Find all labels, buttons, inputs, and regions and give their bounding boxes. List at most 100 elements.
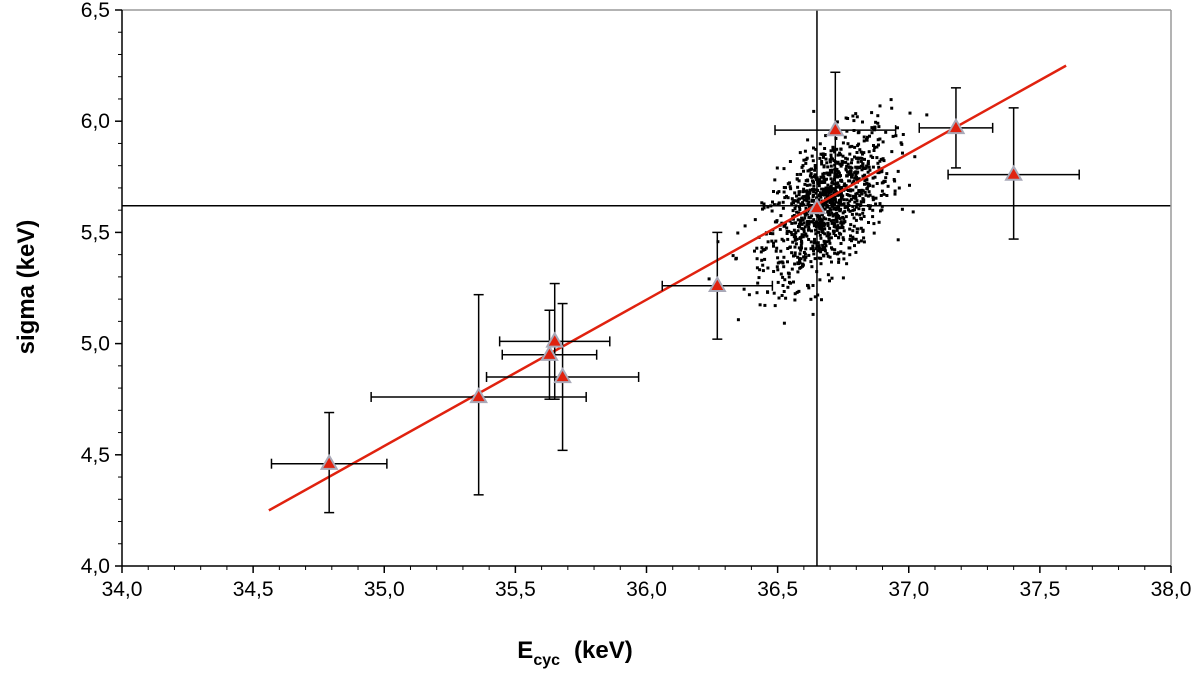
simulation-point — [859, 200, 863, 204]
simulation-point — [876, 138, 880, 142]
simulation-point — [866, 135, 869, 139]
simulation-point — [839, 191, 843, 195]
simulation-point — [792, 199, 796, 203]
simulation-point — [790, 251, 794, 255]
simulation-point — [841, 154, 845, 158]
simulation-point — [827, 217, 831, 221]
simulation-point — [848, 246, 852, 250]
simulation-point — [824, 217, 827, 221]
simulation-point — [804, 255, 808, 259]
simulation-point — [796, 198, 800, 202]
simulation-point — [830, 211, 834, 215]
simulation-point — [797, 193, 801, 197]
simulation-point — [801, 164, 805, 168]
simulation-point — [758, 303, 762, 307]
simulation-point — [852, 119, 856, 123]
simulation-point — [848, 227, 852, 231]
simulation-point — [823, 147, 827, 150]
simulation-point — [836, 160, 840, 164]
simulation-point — [855, 199, 859, 203]
simulation-point — [793, 245, 797, 249]
simulation-point — [838, 198, 842, 202]
simulation-point — [776, 268, 780, 272]
simulation-point — [818, 278, 822, 282]
simulation-point — [835, 167, 839, 171]
simulation-point — [820, 187, 824, 191]
simulation-point — [827, 233, 831, 237]
simulation-point — [771, 232, 775, 236]
simulation-point — [816, 223, 820, 227]
simulation-point — [747, 293, 751, 297]
simulation-point — [793, 262, 797, 266]
simulation-point — [807, 286, 811, 290]
simulation-point — [849, 197, 853, 201]
x-tick-label: 34,5 — [233, 578, 274, 601]
simulation-point — [817, 198, 821, 202]
simulation-point — [827, 210, 831, 213]
simulation-point — [866, 159, 870, 163]
simulation-point — [876, 114, 880, 118]
simulation-point — [786, 196, 790, 200]
simulation-point — [857, 190, 861, 194]
simulation-point — [846, 162, 850, 166]
simulation-point — [851, 204, 855, 208]
simulation-point — [845, 164, 849, 168]
simulation-point — [786, 260, 789, 264]
simulation-point — [755, 246, 759, 250]
simulation-point — [891, 134, 895, 138]
simulation-point — [851, 114, 855, 118]
simulation-point — [874, 196, 878, 200]
simulation-point — [875, 145, 879, 149]
simulation-point — [855, 115, 859, 119]
simulation-point — [831, 198, 835, 202]
simulation-point — [828, 255, 832, 259]
simulation-point — [832, 232, 836, 236]
simulation-point — [798, 151, 802, 155]
simulation-point — [878, 202, 882, 206]
simulation-point — [863, 182, 866, 186]
simulation-point — [830, 246, 833, 250]
simulation-point — [783, 278, 787, 282]
x-axis-title-subscript: cyc — [533, 652, 560, 669]
simulation-point — [801, 262, 805, 266]
simulation-point — [838, 151, 842, 155]
simulation-point — [793, 238, 797, 242]
simulation-point — [813, 240, 817, 244]
simulation-point — [826, 186, 830, 190]
simulation-point — [797, 225, 800, 228]
simulation-point — [829, 219, 833, 223]
simulation-point — [842, 238, 846, 242]
simulation-point — [847, 172, 851, 176]
simulation-point — [836, 224, 840, 228]
simulation-point — [793, 253, 797, 257]
simulation-point — [783, 222, 787, 226]
simulation-point — [841, 236, 845, 240]
simulation-point — [830, 180, 834, 184]
simulation-point — [810, 229, 813, 233]
data-points — [319, 117, 1023, 470]
simulation-point — [852, 196, 856, 200]
simulation-point — [791, 217, 795, 221]
simulation-point — [818, 180, 821, 184]
simulation-point — [853, 200, 857, 204]
simulation-point — [829, 149, 833, 153]
simulation-point — [821, 248, 824, 252]
simulation-point — [788, 280, 791, 284]
simulation-point — [819, 175, 823, 179]
simulation-point — [795, 237, 799, 241]
simulation-point — [854, 218, 858, 222]
simulation-point — [817, 182, 821, 185]
simulation-point — [833, 195, 837, 199]
simulation-point — [818, 191, 822, 195]
simulation-point — [825, 240, 829, 244]
simulation-point — [770, 209, 774, 213]
simulation-point — [800, 165, 804, 169]
data-point-triangle — [319, 453, 339, 470]
simulation-point — [835, 226, 839, 230]
simulation-point — [802, 203, 806, 207]
simulation-point — [826, 205, 830, 209]
simulation-point — [843, 206, 847, 210]
simulation-point — [782, 167, 786, 171]
simulation-point — [852, 179, 856, 183]
